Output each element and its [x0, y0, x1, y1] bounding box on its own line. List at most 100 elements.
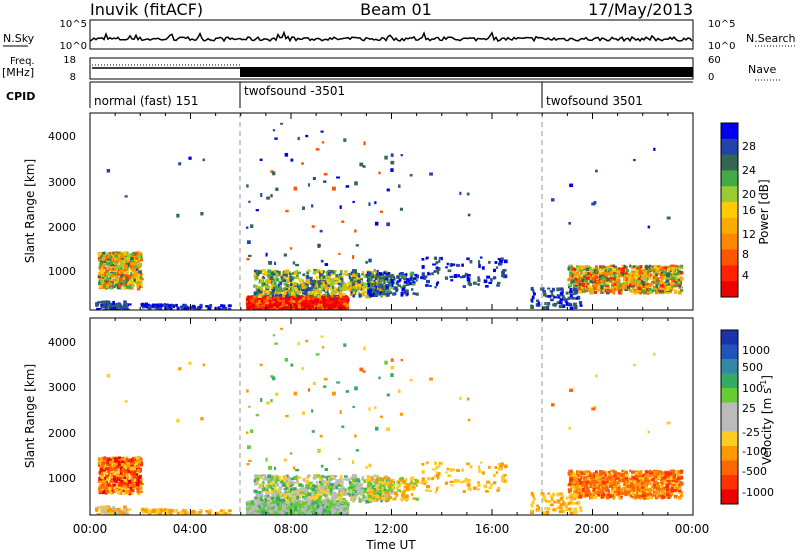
power-cell [649, 282, 652, 287]
power-cb-8: 8 [742, 248, 749, 261]
power-cell [339, 275, 343, 278]
power-cell [605, 282, 609, 285]
power-cell [677, 281, 681, 284]
power-cell [319, 229, 323, 233]
power-cell [250, 224, 254, 228]
power-cell [199, 303, 203, 308]
power-cell [478, 264, 481, 268]
velocity-cell [123, 487, 128, 491]
power-cell [595, 282, 599, 285]
power-cell [227, 304, 232, 308]
power-cell [400, 291, 404, 295]
power-cell [349, 278, 354, 282]
power-cell [285, 269, 289, 273]
power-cell [278, 281, 283, 286]
power-cell [298, 304, 301, 309]
power-cell [334, 306, 338, 310]
power-cell [466, 276, 470, 279]
power-cell [269, 276, 274, 281]
power-cell [256, 293, 260, 298]
power-cell [670, 270, 674, 275]
power-cell [551, 287, 555, 292]
power-cell [421, 265, 425, 269]
power-cell [643, 283, 648, 286]
power-cell [669, 277, 672, 281]
power-cell [410, 278, 414, 282]
power-cell [280, 306, 285, 310]
power-cell [650, 282, 654, 287]
power-cell [375, 273, 379, 276]
power-cell [539, 287, 543, 291]
power-cell [285, 287, 288, 291]
power-cell [500, 274, 505, 277]
noise-panel: N.Sky 10^5 10^0 N.Search 10^5 10^0 [3, 19, 796, 52]
power-cell [576, 268, 579, 272]
power-cell [105, 258, 109, 261]
power-cell [271, 293, 275, 298]
colorbar-swatch [721, 186, 738, 203]
power-cell [156, 304, 161, 308]
power-cell [323, 281, 327, 286]
power-cell [271, 291, 275, 295]
power-cell [342, 281, 345, 285]
power-cell [547, 294, 552, 298]
power-cell [283, 279, 287, 283]
power-cell [269, 297, 272, 300]
power-cell [384, 270, 389, 273]
power-cell [644, 277, 648, 282]
power-cell [582, 265, 586, 269]
power-cell [135, 256, 138, 260]
power-cell [147, 305, 151, 309]
power-cell [389, 286, 394, 290]
power-cell [423, 275, 428, 279]
power-cell [596, 285, 601, 290]
power-cell [327, 280, 331, 284]
power-cell [276, 291, 280, 295]
power-cell [130, 256, 134, 261]
velocity-cell [115, 473, 119, 477]
power-cell [180, 305, 183, 309]
power-cell [628, 283, 633, 288]
power-cell [674, 275, 679, 278]
velocity-cell [130, 480, 134, 484]
velocity-cell [127, 487, 131, 491]
power-cell [556, 294, 560, 297]
power-ytick-3000: 3000 [48, 176, 76, 189]
power-cb-28: 28 [742, 140, 756, 153]
power-cell [320, 307, 325, 310]
power-cell [120, 274, 125, 278]
power-cell [322, 279, 326, 283]
power-cell [139, 259, 144, 262]
power-cell [414, 273, 418, 277]
power-cell [565, 291, 569, 295]
power-cell [323, 180, 327, 183]
power-cell [291, 296, 296, 299]
power-cell [129, 285, 132, 290]
power-cell [677, 290, 682, 295]
power-cell [579, 265, 583, 269]
power-cell [135, 262, 138, 266]
power-cell [378, 284, 383, 289]
power-cell [103, 262, 106, 265]
power-cell [315, 148, 320, 151]
power-cell [406, 278, 410, 281]
power-cell [105, 270, 109, 274]
power-cell [545, 305, 550, 310]
power-cell [270, 271, 274, 275]
velocity-cell [124, 488, 128, 492]
power-cell [381, 277, 384, 282]
freq-tick-top: 18 [63, 55, 76, 66]
power-cell [570, 278, 575, 281]
power-cell [613, 287, 616, 291]
power-cell [662, 271, 667, 274]
power-cell [124, 195, 128, 198]
velocity-cell [103, 467, 106, 470]
power-cell [358, 287, 362, 290]
power-cell [284, 304, 288, 308]
power-cell [289, 247, 293, 250]
power-cell [106, 169, 111, 173]
power-cell [399, 207, 403, 211]
power-cell [301, 283, 305, 287]
power-cell [129, 283, 133, 286]
power-cell [391, 283, 394, 287]
